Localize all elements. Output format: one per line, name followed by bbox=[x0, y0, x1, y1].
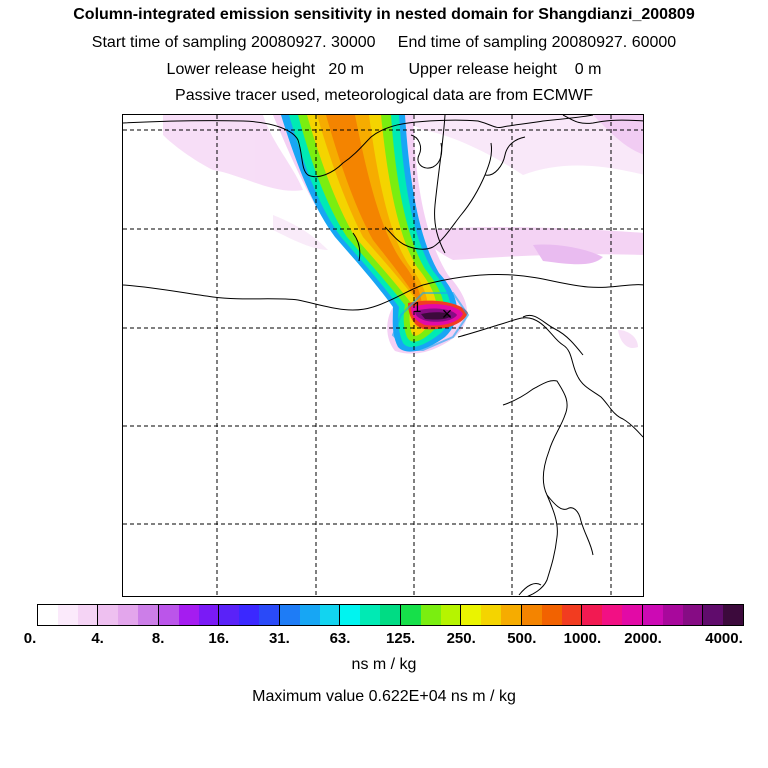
colorbar-tick-label: 8. bbox=[151, 630, 165, 647]
station-cross-icon: × bbox=[442, 304, 453, 324]
map-canvas: 1 × bbox=[123, 115, 643, 596]
colorbar-segment bbox=[682, 605, 704, 625]
colorbar-segment bbox=[400, 605, 421, 625]
colorbar-segment bbox=[703, 605, 724, 625]
colorbar-segment bbox=[582, 605, 603, 625]
colorbar-tick-label: 500. bbox=[507, 630, 537, 647]
colorbar-segment bbox=[602, 605, 623, 625]
colorbar-segment bbox=[198, 605, 220, 625]
colorbar-segment bbox=[481, 605, 502, 625]
colorbar-tick-label: 125. bbox=[385, 630, 416, 647]
colorbar-tick-label: 0. bbox=[23, 630, 37, 647]
colorbar-segment bbox=[561, 605, 583, 625]
colorbar-segment bbox=[360, 605, 381, 625]
colorbar-segment bbox=[279, 605, 300, 625]
colorbar-tick-label: 16. bbox=[208, 630, 230, 647]
colorbar-segment bbox=[642, 605, 663, 625]
colorbar-segment bbox=[521, 605, 542, 625]
colorbar-segment bbox=[118, 605, 139, 625]
colorbar-segment bbox=[420, 605, 441, 625]
colorbar-segment bbox=[461, 605, 482, 625]
colorbar-segment bbox=[541, 605, 562, 625]
colorbar-segment bbox=[319, 605, 341, 625]
map-panel: 1 × bbox=[122, 114, 644, 597]
tracer-info-line: Passive tracer used, meteorological data… bbox=[175, 87, 593, 104]
colorbar-segment bbox=[158, 605, 179, 625]
colorbar-units: ns m / kg bbox=[351, 656, 417, 673]
colorbar bbox=[37, 604, 744, 626]
colorbar-segment bbox=[219, 605, 240, 625]
colorbar-segment bbox=[380, 605, 401, 625]
colorbar-tick-label: 4000. bbox=[705, 630, 743, 647]
maximum-value-label: Maximum value 0.622E+04 ns m / kg bbox=[252, 688, 516, 705]
colorbar-tick-label: 63. bbox=[329, 630, 351, 647]
colorbar-tick-label: 2000. bbox=[624, 630, 662, 647]
colorbar-segment bbox=[662, 605, 683, 625]
colorbar-segment bbox=[77, 605, 99, 625]
colorbar-segment bbox=[138, 605, 159, 625]
sampling-time-line: Start time of sampling 20080927. 30000 E… bbox=[91, 34, 677, 51]
lat-lon-grid bbox=[123, 115, 643, 596]
colorbar-segment bbox=[239, 605, 260, 625]
sensitivity-plume bbox=[273, 115, 470, 354]
colorbar-tick-label: 250. bbox=[446, 630, 476, 647]
colorbar-segment bbox=[299, 605, 320, 625]
colorbar-segment bbox=[178, 605, 199, 625]
colorbar-segment bbox=[622, 605, 643, 625]
colorbar-segment bbox=[440, 605, 462, 625]
colorbar-tick-label: 1000. bbox=[563, 630, 602, 647]
colorbar-segment bbox=[57, 605, 78, 625]
release-height-line: Lower release height 20 m Upper release … bbox=[166, 61, 602, 78]
colorbar-segment bbox=[340, 605, 361, 625]
colorbar-tick-label: 4. bbox=[91, 630, 104, 647]
colorbar-segment bbox=[38, 605, 58, 625]
colorbar-segment bbox=[98, 605, 119, 625]
plot-title: Column-integrated emission sensitivity i… bbox=[73, 6, 695, 23]
colorbar-segment bbox=[723, 605, 743, 625]
release-marker-label: 1 bbox=[413, 299, 421, 316]
colorbar-segment bbox=[501, 605, 522, 625]
colorbar-segment bbox=[259, 605, 280, 625]
colorbar-tick-label: 31. bbox=[268, 630, 290, 647]
